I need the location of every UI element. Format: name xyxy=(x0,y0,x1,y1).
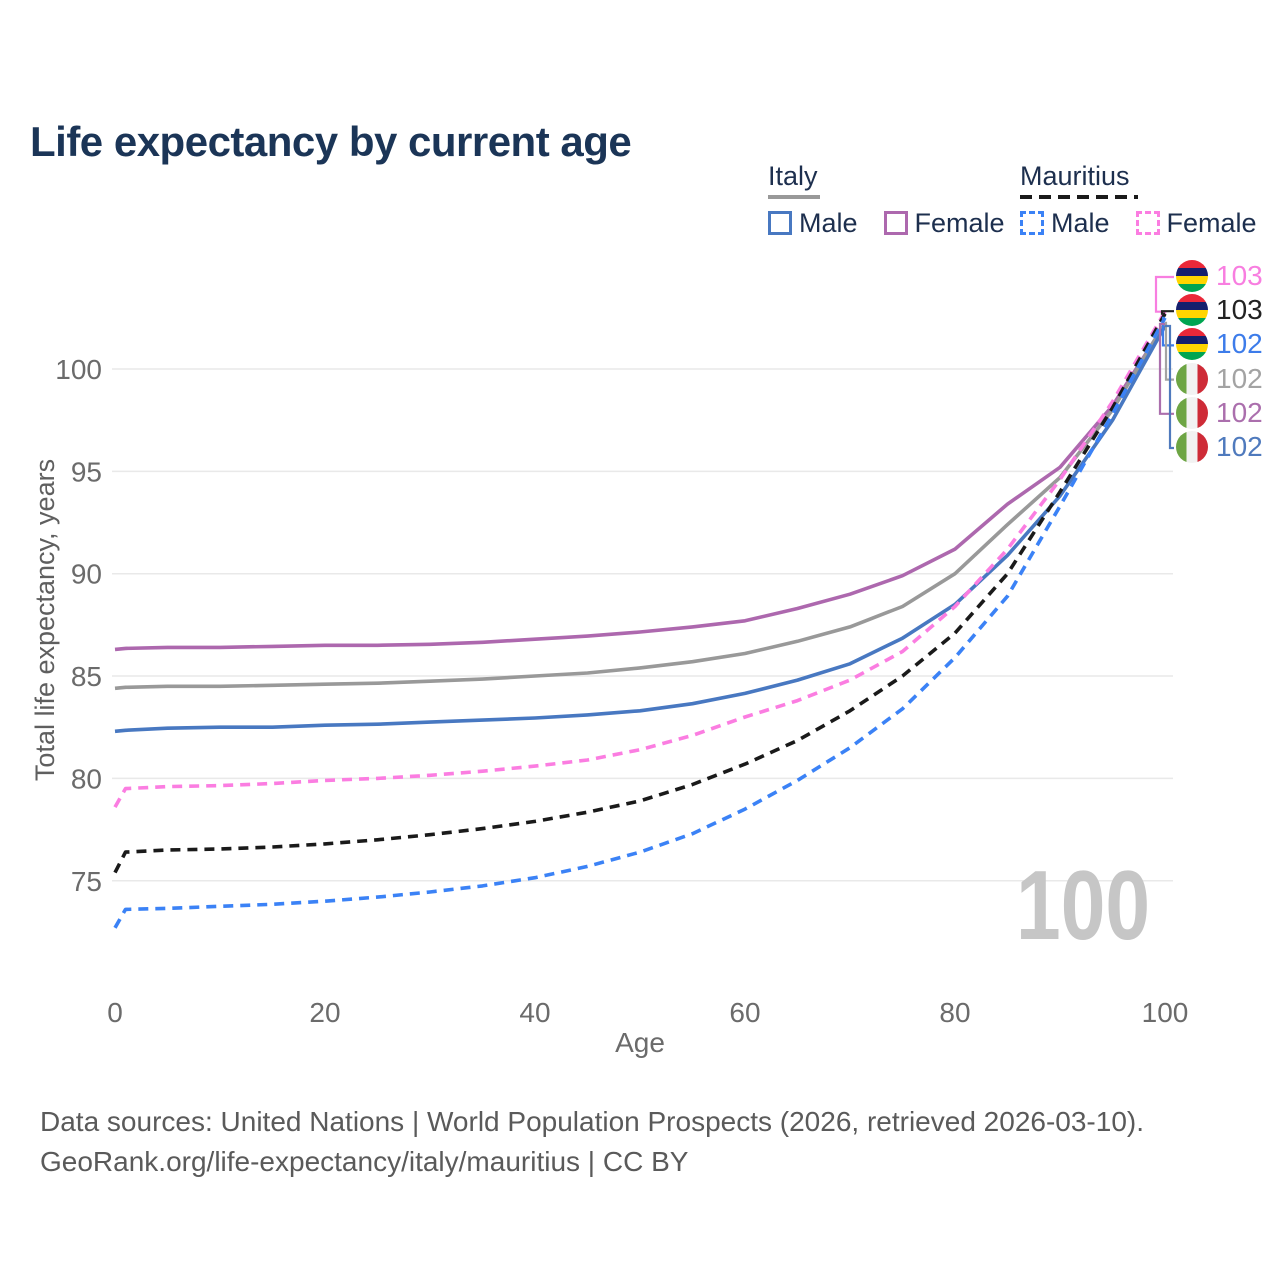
legend-italy-female-label: Female xyxy=(914,207,1005,238)
legend-group-mauritius: Mauritius Male Female xyxy=(1020,161,1257,239)
y-tick-95: 95 xyxy=(71,456,102,487)
series-line-mauritius xyxy=(113,312,1167,874)
end-label-italy: 102 xyxy=(1176,362,1263,395)
mauritius-flag-icon xyxy=(1176,260,1208,292)
x-tick-0: 0 xyxy=(107,997,123,1028)
legend-country-mauritius-label: Mauritius xyxy=(1020,161,1130,191)
leader-line-mauritius-male xyxy=(1161,316,1174,347)
y-axis-title: Total life expectancy, years xyxy=(30,458,60,782)
legend-row-mauritius: Male Female xyxy=(1020,208,1257,239)
y-tick-90: 90 xyxy=(71,559,102,590)
legend: Italy Male Female Mauritius Male Female xyxy=(0,161,1280,252)
data-sources-line: Data sources: United Nations | World Pop… xyxy=(40,1106,1145,1137)
mauritius-dashed-line-icon xyxy=(1020,194,1138,199)
end-value: 102 xyxy=(1216,362,1263,394)
current-age-watermark: 100 xyxy=(1016,850,1151,960)
legend-item-italy-female: Female xyxy=(883,207,1005,239)
legend-item-italy-male: Male xyxy=(768,208,858,239)
x-tick-40: 40 xyxy=(519,997,550,1028)
legend-item-mauritius-female: Female xyxy=(1135,207,1257,239)
series-line-italy-male xyxy=(114,325,1167,734)
series-line-mauritius-female xyxy=(113,310,1167,808)
y-tick-80: 80 xyxy=(71,763,102,794)
mauritius-flag-icon xyxy=(1176,294,1208,327)
x-axis-title: Age xyxy=(615,1027,665,1058)
legend-item-mauritius-male: Male xyxy=(1020,208,1110,239)
x-tick-80: 80 xyxy=(939,997,970,1028)
italy-solid-line-icon xyxy=(768,194,820,199)
y-tick-85: 85 xyxy=(71,661,102,692)
attribution-line: GeoRank.org/life-expectancy/italy/maurit… xyxy=(40,1146,689,1177)
end-value: 102 xyxy=(1216,431,1263,462)
series-line-italy xyxy=(114,321,1167,691)
end-label-mauritius: 103 xyxy=(1176,294,1263,327)
y-tick-75: 75 xyxy=(71,866,102,897)
italy-flag-icon xyxy=(1176,362,1208,395)
italy-flag-icon xyxy=(1176,396,1208,429)
leader-line-mauritius xyxy=(1160,310,1174,315)
end-label-italy-male: 102 xyxy=(1176,431,1263,463)
y-tick-100: 100 xyxy=(55,354,102,385)
legend-group-italy: Italy Male Female xyxy=(768,161,1005,239)
legend-italy-male-label: Male xyxy=(799,207,858,238)
end-label-mauritius-male: 102 xyxy=(1176,328,1263,361)
page-title: Life expectancy by current age xyxy=(30,118,632,166)
italy-female-swatch-icon xyxy=(883,211,908,236)
end-label-italy-female: 102 xyxy=(1176,396,1263,429)
x-tick-20: 20 xyxy=(309,997,340,1028)
legend-mauritius-male-label: Male xyxy=(1051,207,1110,238)
legend-row-italy: Male Female xyxy=(768,208,1005,239)
legend-country-italy-label: Italy xyxy=(768,161,818,191)
leader-line-italy-male xyxy=(1165,324,1174,450)
italy-male-swatch-icon xyxy=(768,211,792,236)
end-value: 102 xyxy=(1216,328,1263,360)
leader-line-mauritius-female xyxy=(1154,275,1174,313)
mauritius-male-swatch-icon xyxy=(1020,211,1044,236)
mauritius-female-swatch-icon xyxy=(1135,211,1160,236)
x-tick-100: 100 xyxy=(1142,997,1189,1028)
end-value: 103 xyxy=(1216,260,1263,291)
mauritius-flag-icon xyxy=(1176,328,1208,361)
end-label-mauritius-female: 103 xyxy=(1176,260,1263,292)
x-tick-60: 60 xyxy=(729,997,760,1028)
end-value: 103 xyxy=(1216,294,1263,326)
series-line-mauritius-male xyxy=(113,316,1167,929)
end-value: 102 xyxy=(1216,396,1263,428)
leader-line-italy-female xyxy=(1158,322,1174,415)
italy-flag-icon xyxy=(1176,431,1208,463)
series-line-italy-female xyxy=(114,323,1167,652)
legend-mauritius-female-label: Female xyxy=(1166,207,1257,238)
